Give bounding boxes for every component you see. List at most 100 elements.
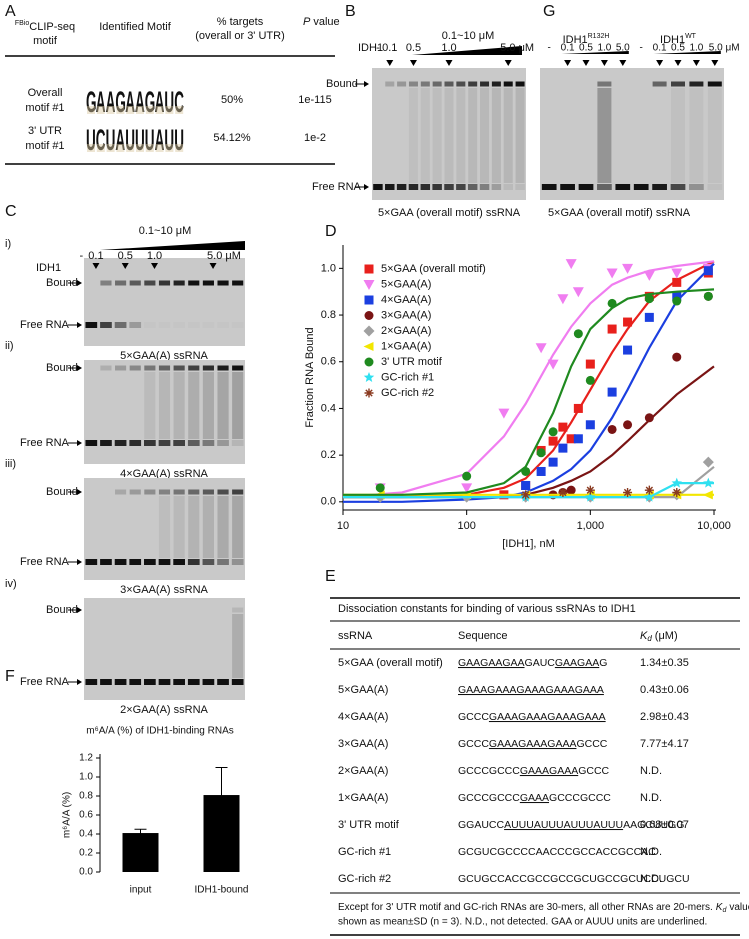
column-header: FBioCLIP-seq	[15, 20, 75, 33]
lane-marker	[504, 60, 512, 66]
lane-label: 5.0 μM	[500, 42, 534, 54]
row-name: 3' UTR	[28, 125, 62, 137]
y-axis-label: m⁶A/A (%)	[62, 792, 73, 838]
data-point	[644, 312, 654, 322]
gel-index: iv)	[5, 578, 17, 590]
gel-band	[85, 322, 98, 328]
data-point	[623, 345, 633, 355]
concentration-wedge	[100, 241, 245, 250]
error-bar	[215, 767, 228, 824]
gel-band	[173, 365, 185, 371]
data-point	[623, 420, 633, 430]
lane-label: 0.5	[579, 43, 593, 54]
group-wedge	[653, 51, 721, 54]
sequence-segment: GAAGAAGAA	[458, 657, 525, 669]
lane-label: 0.5	[406, 42, 421, 54]
data-point	[585, 491, 596, 502]
sequence-segment: GCCC	[458, 738, 489, 750]
gel-background	[84, 360, 245, 464]
lane-marker	[409, 60, 417, 66]
protein-label: IDH1R132H	[563, 33, 610, 46]
logo-residual	[126, 144, 135, 152]
legend-marker	[364, 295, 374, 305]
data-point	[672, 277, 682, 287]
sequence-segment: GCUGCCACCGCCGCCGCUGCCGCUCCUGCU	[458, 873, 690, 885]
y-tick-label: 0.6	[321, 356, 336, 368]
gel-band	[129, 559, 142, 565]
kd-value: N.D.	[640, 792, 662, 804]
gel-band	[114, 679, 127, 685]
data-point	[547, 359, 559, 370]
gel-background	[540, 68, 724, 200]
x-tick-label: IDH1-bound	[195, 885, 249, 896]
gel-smear	[689, 88, 704, 183]
data-point	[703, 266, 713, 276]
gel-band	[467, 184, 478, 190]
gel-smear	[217, 496, 229, 558]
lane-label: 1.0	[689, 43, 703, 54]
kd-value: 0.68±0.07	[640, 819, 689, 831]
gel-band	[420, 81, 430, 87]
lane-label: 0.1	[561, 43, 575, 54]
gel-band	[560, 184, 575, 190]
logo-letter: G	[115, 85, 126, 119]
data-point	[498, 408, 510, 419]
gel-band	[420, 184, 431, 190]
logo-residual	[96, 144, 105, 152]
lane-marker	[711, 60, 719, 66]
chart-title: m⁶A/A (%) of IDH1-binding RNAs	[86, 726, 234, 737]
gel-band	[173, 440, 185, 446]
gel-band	[515, 81, 525, 87]
sequence-segment: GCGUCGCCCCAACCCGCCACCGCCAC	[458, 846, 656, 858]
gel-band	[100, 280, 112, 286]
gel-band	[231, 559, 244, 565]
lane-marker	[121, 263, 129, 269]
arrow-head	[77, 440, 82, 446]
lane-marker	[619, 60, 627, 66]
gel-image	[84, 478, 245, 580]
gel-smear	[173, 496, 185, 558]
gel-smear	[597, 88, 612, 183]
panel-label: C	[5, 203, 17, 220]
sequence-segment: GCCCGCCC	[458, 765, 520, 777]
data-point	[461, 483, 473, 494]
gel-smear	[232, 372, 244, 439]
data-point	[566, 485, 576, 495]
row-name: GC-rich #1	[338, 846, 391, 858]
sequence: GGAUCCAUUUAUUUAUUUAUUUAAGCUUGG	[458, 819, 684, 831]
panel-label: E	[325, 568, 336, 585]
gel-band	[479, 184, 490, 190]
gel-smear	[408, 88, 418, 183]
data-point	[558, 422, 568, 432]
kd-value: N.D.	[640, 846, 662, 858]
sequence-segment: GAAAGAAA	[520, 765, 578, 777]
gel-smear	[468, 88, 478, 183]
panel-label: D	[325, 223, 337, 240]
superscript: WT	[685, 33, 697, 40]
gel-image	[84, 360, 245, 464]
fit-curve	[343, 288, 715, 496]
data-point	[672, 291, 682, 301]
legend-label: 5×GAA (overall motif)	[381, 263, 486, 275]
gel-band	[202, 440, 215, 446]
free-label: Free RNA	[20, 319, 70, 331]
data-point	[585, 375, 595, 385]
data-point	[607, 387, 617, 397]
arrow-head	[77, 559, 82, 565]
gel-band	[203, 322, 215, 328]
gel-band	[158, 559, 171, 565]
data-point	[535, 343, 547, 354]
lane-marker	[656, 60, 664, 66]
data-point	[521, 490, 531, 500]
sequence: GCCCGAAAGAAAGAAAGAAA	[458, 711, 606, 723]
legend-marker	[363, 372, 375, 382]
gel-band	[468, 81, 478, 87]
gel-band	[652, 184, 667, 190]
gel-band	[144, 322, 156, 328]
logo-letter: A	[155, 85, 165, 119]
gel-index: iii)	[5, 458, 16, 470]
gel-smear	[491, 88, 501, 183]
y-tick-label: 1.0	[321, 262, 336, 274]
gel-band	[633, 184, 649, 190]
sequence-segment: GCCC	[458, 711, 489, 723]
